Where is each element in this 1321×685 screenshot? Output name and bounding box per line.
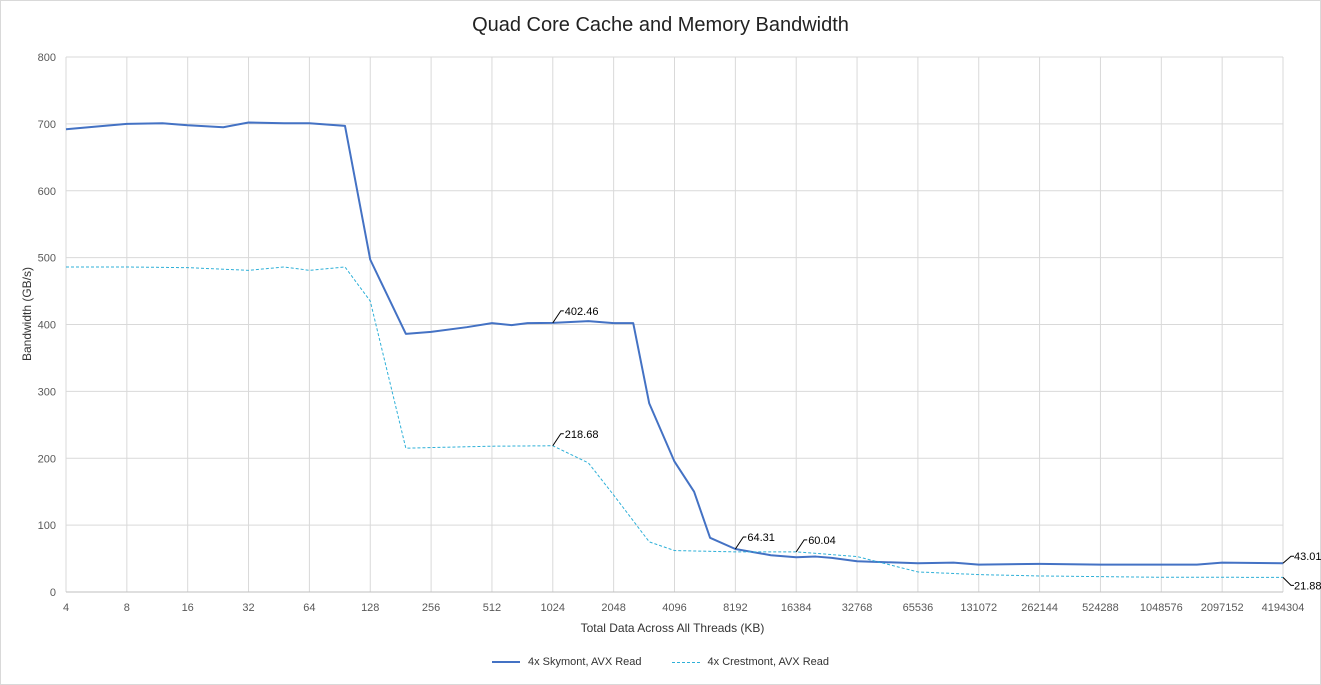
x-tick-label: 32	[242, 602, 254, 614]
series-line-skymont	[65, 121, 1284, 566]
data-label-leader	[552, 310, 564, 324]
x-tick-label: 64	[303, 602, 315, 614]
data-label: 60.04	[808, 535, 836, 547]
data-label: 218.68	[565, 429, 599, 441]
series-line-crestmont	[66, 266, 1284, 578]
legend-label-skymont: 4x Skymont, AVX Read	[528, 656, 642, 668]
x-tick-label: 16384	[781, 602, 812, 614]
y-tick-label: 500	[38, 253, 56, 265]
x-tick-label: 16	[182, 602, 194, 614]
y-tick-labels: 0 100 200 300 400 500 600 700 800	[38, 52, 56, 599]
x-tick-labels: 4 8 16 32 64 128 256 512 1024 2048 4096 8192 16384 32…	[63, 602, 1304, 614]
series-lines	[65, 121, 1284, 578]
x-tick-label: 65536	[903, 602, 934, 614]
data-label-leader	[552, 433, 564, 447]
legend-label-crestmont: 4x Crestmont, AVX Read	[707, 656, 829, 668]
y-tick-label: 300	[38, 386, 56, 398]
data-label: 64.31	[747, 532, 775, 544]
x-tick-label: 2097152	[1201, 602, 1244, 614]
x-tick-label: 256	[422, 602, 440, 614]
x-tick-label: 524288	[1082, 602, 1119, 614]
y-tick-label: 600	[38, 186, 56, 198]
legend-swatch-crestmont	[671, 661, 700, 663]
x-tick-label: 32768	[842, 602, 873, 614]
legend: 4x Skymont, AVX Read 4x Crestmont, AVX R…	[0, 656, 1321, 668]
data-label-leader	[734, 536, 747, 550]
y-tick-label: 700	[38, 119, 56, 131]
x-tick-label: 4096	[662, 602, 686, 614]
data-label: 43.01	[1294, 551, 1321, 563]
x-tick-label: 262144	[1021, 602, 1058, 614]
y-tick-label: 100	[38, 520, 56, 532]
y-tick-label: 0	[50, 587, 56, 599]
legend-swatch-skymont	[492, 661, 520, 663]
x-axis-title: Total Data Across All Threads (KB)	[580, 621, 765, 635]
legend-item-skymont: 4x Skymont, AVX Read	[492, 656, 642, 668]
x-tick-label: 4194304	[1262, 602, 1305, 614]
data-label: 402.46	[565, 306, 599, 318]
x-tick-label: 131072	[960, 602, 997, 614]
x-tick-label: 512	[483, 602, 501, 614]
data-label-leader	[1282, 577, 1294, 586]
data-labels: 402.46 218.68 64.31 60.04 43.01 21.88	[552, 306, 1321, 592]
x-tick-label: 128	[361, 602, 379, 614]
y-tick-label: 200	[38, 453, 56, 465]
x-tick-label: 1024	[541, 602, 565, 614]
x-tick-label: 2048	[601, 602, 625, 614]
gridlines	[65, 56, 1284, 593]
x-tick-label: 4	[63, 602, 69, 614]
data-label-leader	[795, 539, 808, 553]
data-label: 21.88	[1294, 580, 1321, 592]
x-tick-label: 8192	[723, 602, 747, 614]
data-label-leader	[1282, 555, 1294, 564]
legend-item-crestmont: 4x Crestmont, AVX Read	[671, 656, 829, 668]
chart-title: Quad Core Cache and Memory Bandwidth	[472, 14, 849, 36]
y-tick-label: 800	[38, 52, 56, 64]
x-tick-label: 8	[124, 602, 130, 614]
y-tick-label: 400	[38, 320, 56, 332]
x-tick-label: 1048576	[1140, 602, 1183, 614]
